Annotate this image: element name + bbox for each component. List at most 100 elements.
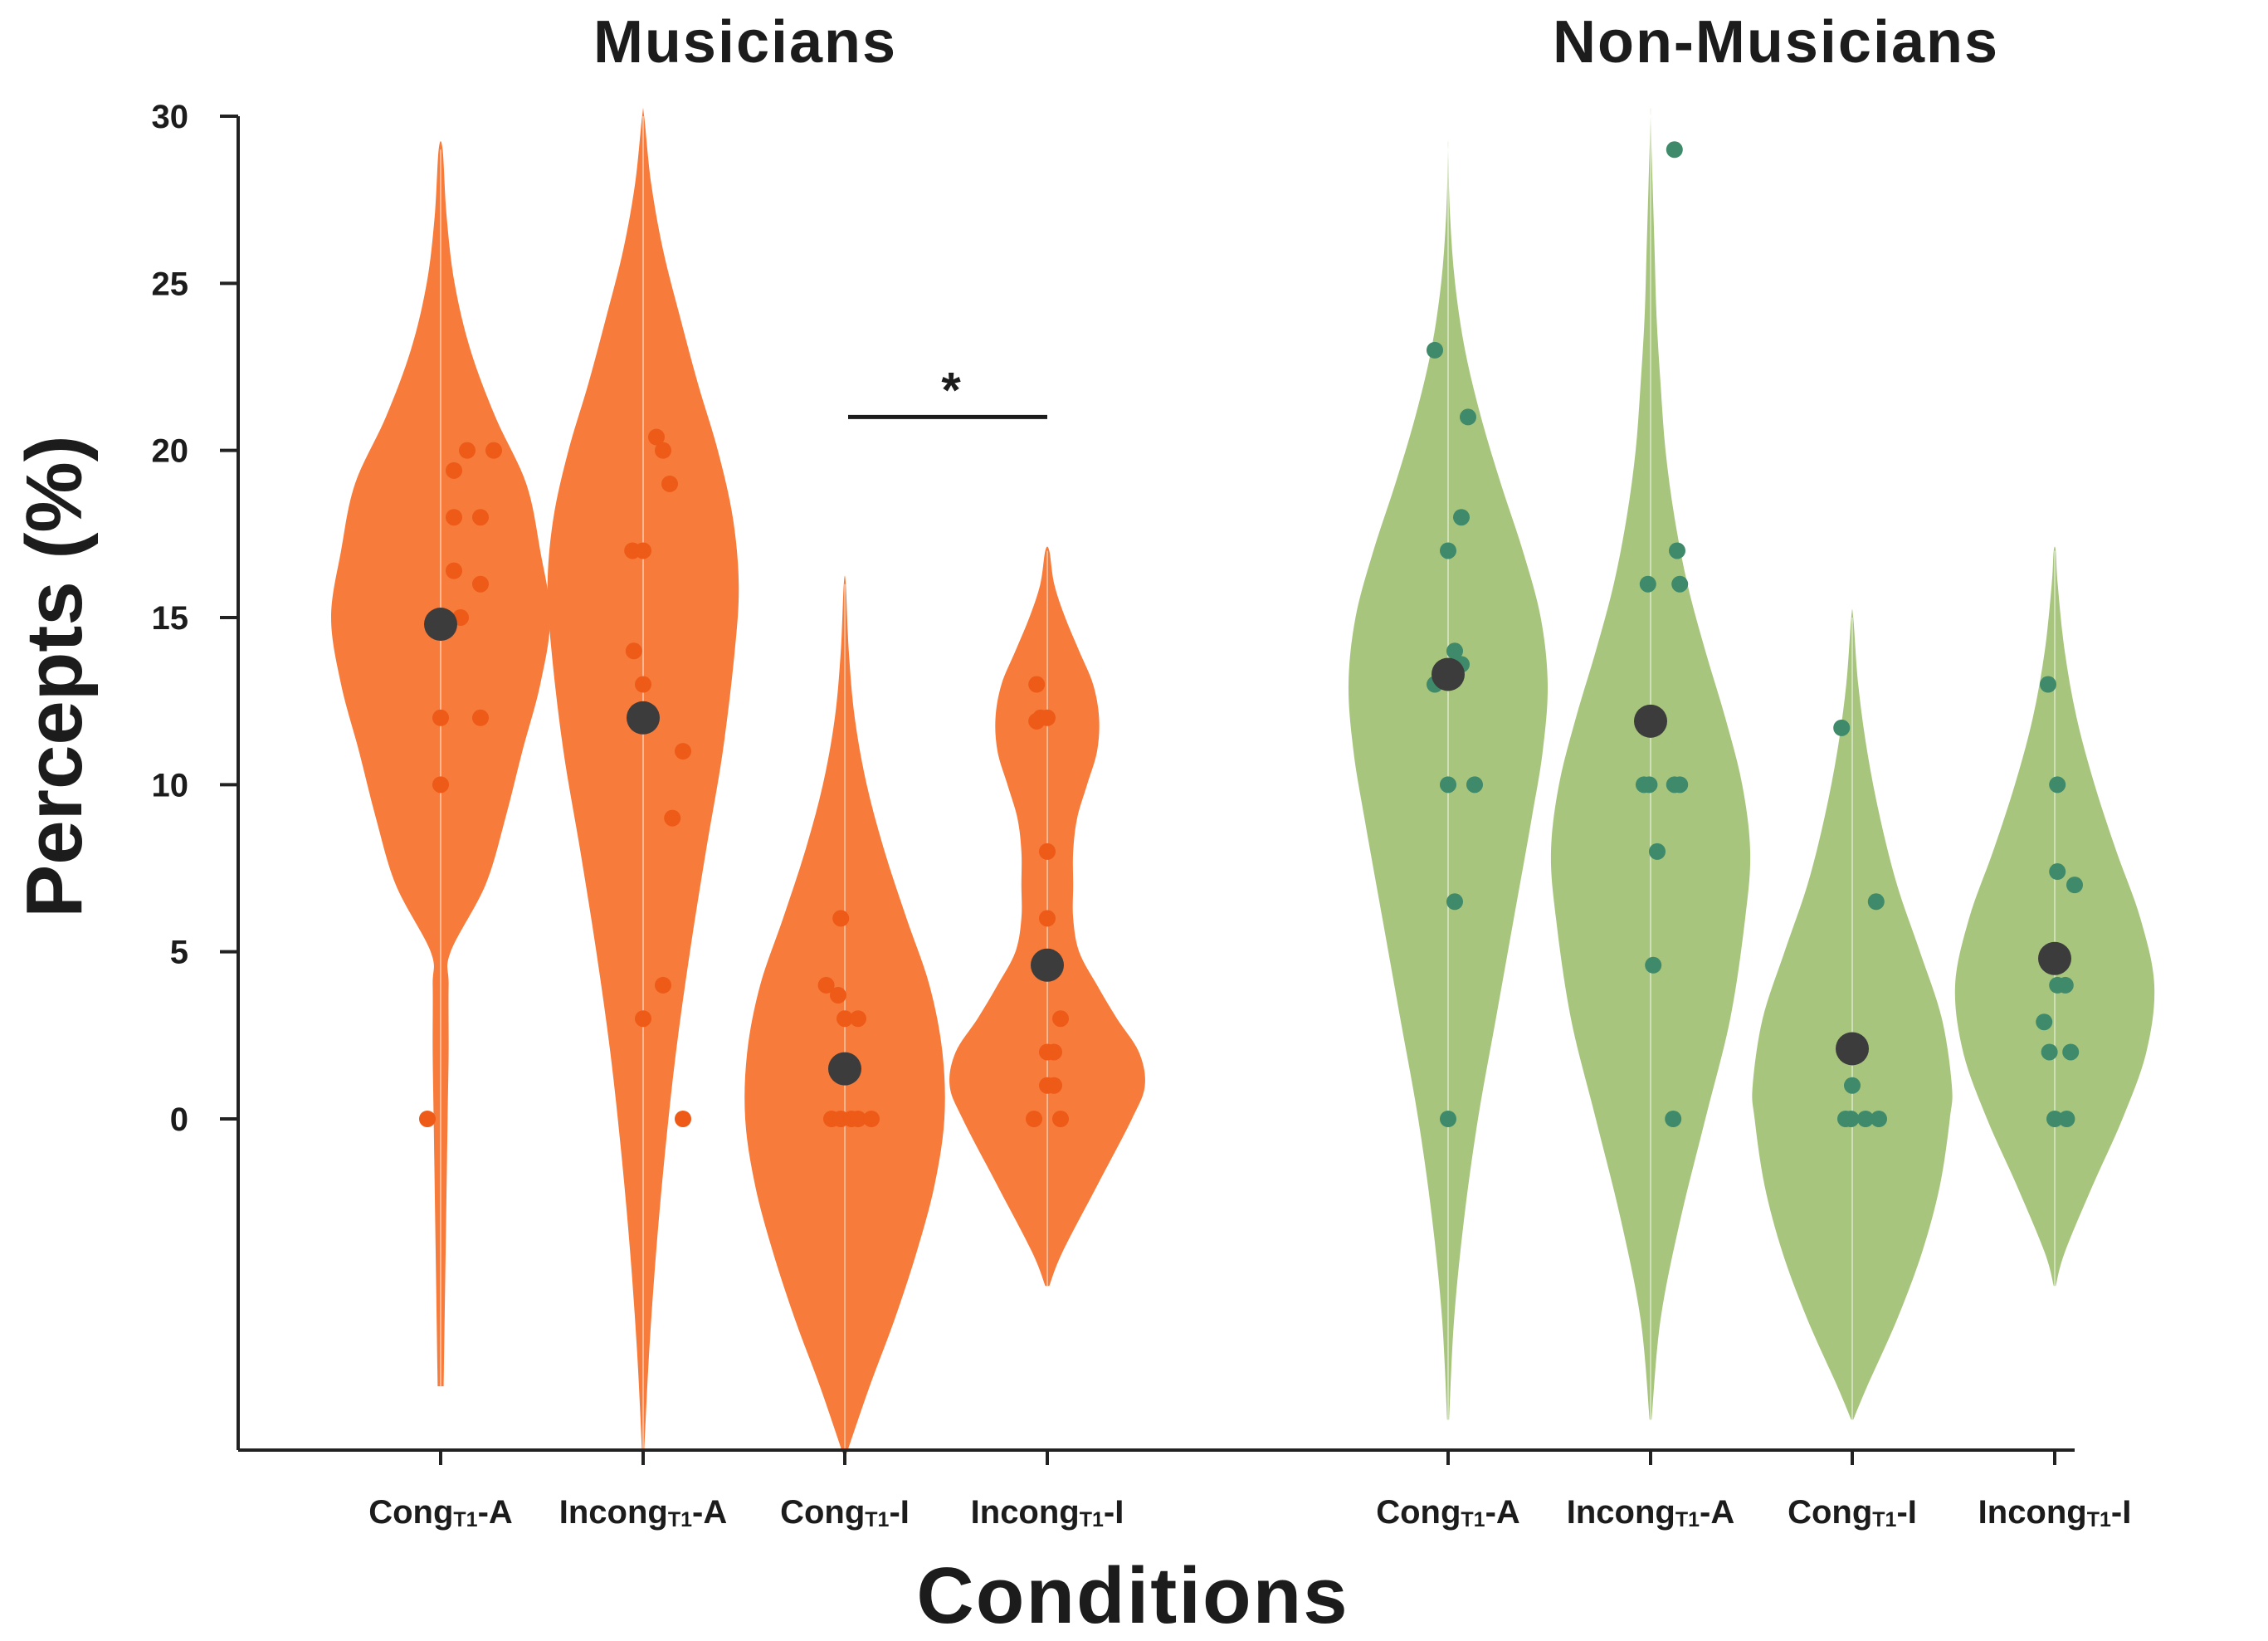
data-point-1-0-8 (1466, 776, 1483, 794)
x-tick-label-0-3: IncongT1-I (971, 1494, 1124, 1531)
data-point-0-2-2 (836, 1010, 853, 1028)
x-tick-label-0-1: IncongT1-A (559, 1494, 728, 1531)
data-point-1-0-7 (1440, 776, 1456, 794)
data-point-0-2-9 (832, 910, 850, 927)
data-point-1-2-3 (1844, 1077, 1861, 1094)
data-point-0-3-5 (1039, 910, 1056, 927)
data-point-0-0-3 (446, 509, 462, 526)
data-point-1-1-7 (1671, 776, 1689, 794)
data-point-1-1-9 (1645, 956, 1662, 974)
data-point-0-2-0 (817, 976, 835, 994)
data-point-0-3-11 (1026, 1111, 1042, 1127)
data-point-1-2-7 (1870, 1111, 1887, 1127)
group-title-1: Non-Musicians (1553, 9, 1999, 76)
data-point-1-3-10 (2058, 1111, 2075, 1127)
data-point-0-1-1 (635, 542, 651, 559)
violin-1-2 (1752, 608, 1953, 1420)
data-point-0-3-3 (1028, 712, 1046, 730)
data-point-0-0-11 (419, 1111, 436, 1127)
data-point-0-1-6 (655, 442, 671, 459)
data-point-0-0-0 (432, 776, 449, 794)
data-point-1-0-9 (1446, 893, 1463, 911)
data-point-1-1-2 (1671, 575, 1689, 593)
violin-1-1 (1550, 107, 1751, 1420)
data-point-1-3-3 (2066, 877, 2083, 894)
violin-0-1 (547, 107, 739, 1453)
y-tick-label-1: 5 (170, 935, 188, 971)
mean-marker-0-0 (424, 608, 457, 642)
data-point-0-1-5 (648, 428, 665, 446)
y-axis-label: Percepts (%) (10, 435, 99, 918)
data-point-1-3-1 (2049, 776, 2066, 794)
x-tick-label-1-1: IncongT1-A (1567, 1494, 1735, 1531)
data-point-0-2-7 (850, 1111, 866, 1127)
mean-marker-0-1 (627, 701, 660, 735)
data-point-0-0-2 (446, 562, 462, 579)
data-point-1-3-0 (2040, 676, 2056, 693)
data-point-0-1-2 (625, 642, 642, 660)
data-point-1-1-3 (1639, 575, 1656, 593)
data-point-0-0-4 (446, 462, 462, 479)
y-tick-label-0: 0 (170, 1101, 188, 1138)
y-tick-label-2: 10 (152, 767, 189, 803)
data-point-0-0-5 (459, 442, 476, 459)
data-point-0-1-3 (635, 676, 651, 693)
data-point-0-2-1 (830, 987, 846, 1004)
y-tick-label-3: 15 (152, 600, 189, 637)
data-point-0-1-9 (664, 809, 681, 827)
data-point-0-0-10 (472, 709, 489, 726)
data-point-1-1-0 (1666, 141, 1683, 159)
significance-star-0: * (941, 362, 961, 418)
data-point-1-3-7 (2041, 1043, 2058, 1061)
data-point-0-1-11 (635, 1010, 651, 1028)
mean-marker-1-0 (1432, 657, 1465, 691)
data-point-1-1-10 (1665, 1111, 1682, 1127)
mean-marker-1-1 (1634, 704, 1667, 738)
data-point-1-0-2 (1453, 509, 1470, 526)
data-point-0-0-9 (472, 575, 489, 593)
data-point-0-0-1 (432, 709, 449, 726)
data-point-0-1-8 (675, 743, 691, 760)
x-tick-label-1-2: CongT1-I (1788, 1494, 1917, 1531)
x-tick-label-1-0: CongT1-A (1376, 1494, 1520, 1531)
data-point-1-2-6 (1857, 1111, 1874, 1127)
x-axis-label: Conditions (916, 1551, 1349, 1637)
data-point-1-1-8 (1649, 842, 1666, 860)
data-point-0-0-8 (472, 509, 489, 526)
data-point-1-3-6 (2056, 976, 2074, 994)
mean-marker-1-3 (2038, 941, 2071, 975)
data-point-0-1-12 (675, 1111, 691, 1127)
data-point-1-0-4 (1446, 642, 1463, 660)
mean-marker-0-3 (1031, 948, 1064, 982)
data-point-1-1-1 (1669, 542, 1685, 559)
data-point-1-3-8 (2062, 1043, 2080, 1061)
data-point-1-3-4 (2036, 1013, 2053, 1031)
x-tick-label-1-3: IncongT1-I (1978, 1494, 2132, 1531)
data-point-0-3-6 (1052, 1010, 1069, 1028)
data-point-0-3-0 (1028, 676, 1046, 693)
violin-1-3 (1954, 546, 2155, 1287)
data-point-0-3-4 (1039, 842, 1056, 860)
x-tick-label-0-2: CongT1-I (780, 1494, 910, 1531)
data-point-1-0-1 (1460, 408, 1476, 426)
data-point-0-3-8 (1046, 1043, 1062, 1061)
y-tick-label-4: 20 (152, 433, 189, 470)
mean-marker-0-2 (828, 1052, 861, 1086)
data-point-1-2-5 (1842, 1111, 1860, 1127)
data-point-1-2-0 (1833, 719, 1851, 736)
x-tick-label-0-0: CongT1-A (368, 1494, 513, 1531)
data-point-0-3-12 (1052, 1111, 1069, 1127)
group-title-0: Musicians (593, 9, 897, 76)
data-point-0-2-3 (850, 1010, 866, 1028)
data-point-0-1-7 (661, 475, 678, 492)
data-point-0-1-10 (655, 976, 671, 994)
data-point-0-0-7 (485, 442, 502, 459)
data-point-1-3-9 (2046, 1111, 2063, 1127)
data-point-1-0-3 (1440, 542, 1456, 559)
data-point-0-2-8 (863, 1111, 880, 1127)
mean-marker-1-2 (1836, 1032, 1869, 1066)
data-point-1-2-1 (1867, 893, 1885, 911)
data-point-1-0-0 (1427, 341, 1443, 359)
